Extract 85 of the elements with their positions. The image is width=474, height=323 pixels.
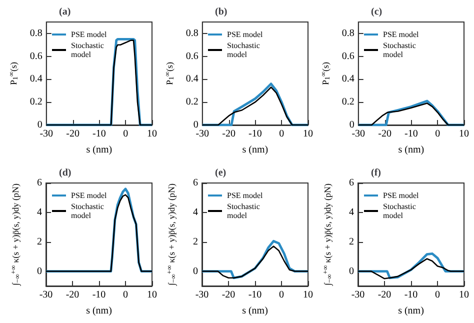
legend-label: PSE model bbox=[383, 30, 420, 39]
y-tick-label: 0.2 bbox=[342, 96, 354, 108]
legend-label: PSE model bbox=[227, 30, 264, 39]
y-tick-label: 0.8 bbox=[30, 28, 42, 39]
legend-label: PSE model bbox=[71, 191, 108, 200]
y-tick-label: 0 bbox=[349, 266, 354, 277]
x-tick-label: -30 bbox=[351, 290, 365, 300]
y-tick-label: 0.8 bbox=[186, 28, 198, 39]
x-axis-title: s (nm) bbox=[242, 306, 268, 316]
line-series bbox=[200, 240, 310, 280]
x-axis-title: s (nm) bbox=[86, 306, 112, 316]
x-axis-title: s (nm) bbox=[242, 144, 268, 156]
legend-label: Stochastic model bbox=[227, 41, 260, 59]
x-tick-label: -20 bbox=[378, 290, 392, 300]
y-tick-label: 2 bbox=[349, 236, 354, 248]
legend-label: PSE model bbox=[71, 30, 108, 39]
chart-title: (c) bbox=[371, 6, 382, 18]
x-tick-label: -30 bbox=[352, 128, 366, 140]
x-axis-title: s (nm) bbox=[398, 306, 424, 316]
y-tick-label: 0.4 bbox=[186, 74, 198, 85]
x-tick-label: -20 bbox=[222, 290, 236, 300]
line-series bbox=[357, 258, 465, 280]
x-tick-label: 0 bbox=[123, 128, 128, 140]
x-tick-label: -30 bbox=[39, 290, 53, 300]
legend-label: Stochastic model bbox=[383, 41, 416, 59]
y-tick-label: 0.2 bbox=[30, 96, 42, 108]
x-tick-label: 10 bbox=[459, 290, 469, 300]
x-tick-label: 10 bbox=[303, 128, 313, 140]
y-tick-label: 0.6 bbox=[186, 50, 198, 62]
x-tick-label: -10 bbox=[248, 128, 262, 140]
x-tick-label: 0 bbox=[279, 128, 284, 140]
x-tick-label: 10 bbox=[147, 290, 157, 300]
line-series bbox=[201, 246, 309, 279]
y-tick-label: 6 bbox=[37, 178, 42, 188]
x-axis-title: s (nm) bbox=[398, 144, 424, 156]
x-tick-label: 0 bbox=[123, 290, 128, 300]
x-tick-label: -20 bbox=[222, 128, 236, 140]
chart-title: (d) bbox=[59, 168, 72, 178]
line-series bbox=[356, 252, 466, 280]
legend-label: Stochastic model bbox=[383, 202, 416, 220]
legend-label: Stochastic model bbox=[71, 202, 104, 220]
x-tick-label: -30 bbox=[40, 128, 54, 140]
y-tick-label: 0 bbox=[193, 120, 198, 130]
chart-title: (f) bbox=[371, 168, 381, 178]
legend-label: PSE model bbox=[383, 191, 420, 200]
y-tick-label: 0 bbox=[37, 120, 42, 130]
legend-label: Stochastic model bbox=[227, 202, 260, 220]
y-tick-label: 4 bbox=[193, 206, 198, 218]
chart-title: (b) bbox=[215, 6, 228, 18]
x-tick-label: 10 bbox=[459, 128, 469, 140]
y-tick-label: 0.6 bbox=[342, 50, 354, 62]
y-tick-label: 0.8 bbox=[342, 28, 354, 39]
y-tick-label: 0.2 bbox=[186, 96, 198, 108]
x-tick-label: 0 bbox=[435, 290, 440, 300]
x-tick-label: -10 bbox=[404, 290, 418, 300]
y-tick-label: 2 bbox=[193, 236, 198, 248]
x-tick-label: -20 bbox=[66, 128, 80, 140]
y-tick-label: 0 bbox=[193, 266, 198, 277]
legend-label: PSE model bbox=[227, 191, 264, 200]
chart-title: (a) bbox=[59, 6, 71, 18]
x-tick-label: -20 bbox=[66, 290, 80, 300]
x-tick-label: -10 bbox=[92, 290, 106, 300]
y-tick-label: 4 bbox=[349, 206, 354, 218]
chart-title: (e) bbox=[215, 168, 226, 178]
y-tick-label: 6 bbox=[193, 178, 198, 188]
x-tick-label: -30 bbox=[195, 290, 209, 300]
x-tick-label: -30 bbox=[196, 128, 210, 140]
x-tick-label: 0 bbox=[279, 290, 284, 300]
y-tick-label: 0.6 bbox=[30, 50, 42, 62]
x-tick-label: 0 bbox=[435, 128, 440, 140]
x-tick-label: -10 bbox=[248, 290, 262, 300]
x-tick-label: 10 bbox=[147, 128, 157, 140]
x-tick-label: -10 bbox=[92, 128, 106, 140]
x-axis-title: s (nm) bbox=[86, 144, 112, 156]
legend-label: Stochastic model bbox=[71, 41, 104, 59]
y-tick-label: 0.4 bbox=[342, 74, 354, 85]
y-tick-label: 2 bbox=[37, 236, 42, 248]
x-tick-label: -10 bbox=[404, 128, 418, 140]
y-tick-label: 6 bbox=[349, 178, 354, 188]
y-tick-label: 0 bbox=[349, 120, 354, 130]
x-tick-label: 10 bbox=[303, 290, 313, 300]
x-tick-label: -20 bbox=[378, 128, 392, 140]
y-tick-label: 4 bbox=[37, 206, 42, 218]
y-tick-label: 0.4 bbox=[30, 74, 42, 85]
y-tick-label: 0 bbox=[37, 266, 42, 277]
